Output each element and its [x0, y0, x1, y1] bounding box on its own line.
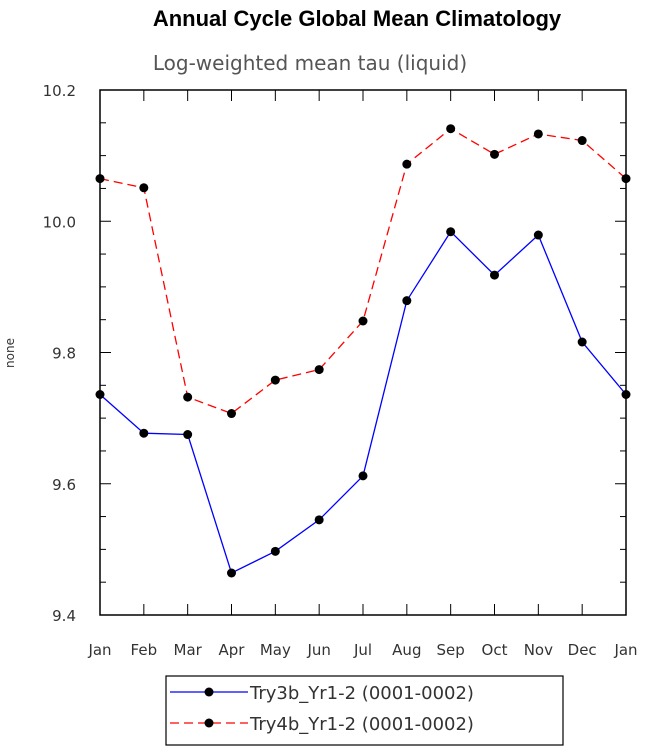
series-2-point	[577, 136, 587, 146]
x-tick-label: Sep	[437, 641, 465, 659]
y-tick-label: 10.0	[43, 213, 76, 231]
x-tick-label: Mar	[174, 641, 203, 659]
y-axis-label: none	[3, 338, 17, 368]
legend-label-2: Try4b_Yr1-2 (0001-0002)	[249, 714, 474, 735]
legend-marker-1	[204, 687, 214, 697]
series-1-point	[227, 568, 236, 578]
y-tick-label: 9.4	[52, 607, 76, 625]
chart-subtitle: Log-weighted mean tau (liquid)	[153, 51, 467, 75]
series-1-point	[577, 337, 587, 347]
x-tick-label: Jan	[87, 641, 111, 659]
x-tick-label: Jul	[353, 641, 372, 659]
legend-marker-2	[204, 718, 214, 728]
plot-frame	[99, 89, 627, 616]
series-2-point	[402, 159, 412, 169]
series-1-point	[270, 546, 280, 556]
legend: Try3b_Yr1-2 (0001-0002) Try4b_Yr1-2 (0001…	[165, 675, 564, 746]
y-tick-labels: 9.4 9.6 9.8 10.0 10.2	[43, 82, 76, 625]
legend-label-1: Try3b_Yr1-2 (0001-0002)	[249, 683, 474, 704]
y-tick-label: 9.6	[52, 476, 76, 494]
series-2-point	[227, 409, 236, 419]
series-1-point	[139, 428, 149, 438]
series-2-point	[139, 183, 149, 193]
y-tick-label: 9.8	[52, 345, 76, 363]
x-tick-label: Dec	[568, 641, 597, 659]
series-2-point	[490, 149, 499, 159]
series-1-point	[402, 296, 412, 306]
series-2-point	[446, 124, 456, 134]
series-1-point	[446, 227, 456, 237]
x-tick-label: Oct	[482, 641, 508, 659]
series-1-point	[358, 471, 368, 481]
series-1-point	[533, 230, 543, 240]
series-2-point	[533, 129, 543, 139]
series-2-point	[270, 375, 280, 385]
series-line-1	[99, 230, 627, 574]
x-tick-label: Jan	[613, 641, 637, 659]
y-tick-label: 10.2	[43, 82, 76, 100]
series-1-point	[490, 270, 499, 280]
series-line-2	[99, 127, 627, 415]
series-1-point	[183, 430, 193, 440]
series-2-point	[183, 392, 193, 402]
series-2-point	[358, 316, 368, 326]
x-tick-label: Jun	[306, 641, 330, 659]
x-tick-label: Feb	[131, 641, 158, 659]
series-2-point	[314, 365, 324, 375]
legend-box	[165, 675, 564, 746]
x-tick-label: Aug	[392, 641, 421, 659]
x-tick-labels: Jan Feb Mar Apr May Jun Jul Aug Sep Oct Nov Dec Jan	[87, 641, 637, 659]
axis-ticks	[99, 89, 627, 616]
series-1-point	[314, 515, 324, 525]
series-layer	[95, 124, 631, 578]
x-tick-label: May	[260, 641, 291, 659]
chart-title: Annual Cycle Global Mean Climatology	[153, 6, 562, 31]
x-tick-label: Nov	[524, 641, 553, 659]
x-tick-label: Apr	[219, 641, 246, 659]
